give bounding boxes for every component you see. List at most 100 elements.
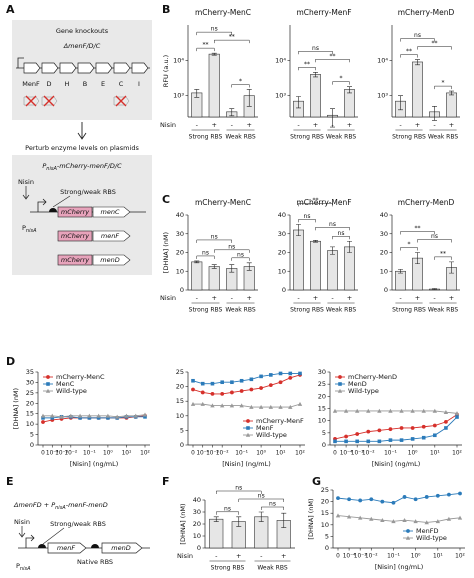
series-line [192,373,300,385]
y-tick-label: 10 [278,267,286,275]
significance-bracket [231,84,250,88]
y-tick-label: 25 [321,486,329,494]
error-bar [415,59,420,66]
x-tick-label: + [281,552,286,560]
y-tick-label: 10 [193,532,201,540]
rbs-label: Strong/weak RBS [60,188,116,196]
y-tick-label: 0 [384,286,388,294]
promoter-label: PnisA [16,562,31,572]
construct-sub: nisA [46,166,57,172]
significance-bracket [332,236,350,240]
data-point [239,378,244,383]
y-tick-label: 5 [322,429,326,437]
y-tick-label: 10 [176,267,184,275]
error-bar [398,95,403,111]
x-tick-label: - [297,121,300,129]
error-bar [258,511,264,522]
y-tick-label: 0 [197,544,201,552]
x-tick-label: - [196,121,199,129]
x-tick-label: 0 [336,554,340,560]
data-point [333,439,337,444]
x-tick-label: - [433,121,436,129]
significance-label: ns [258,493,265,500]
data-point [278,371,283,376]
data-point [435,493,440,498]
data-point [133,413,138,418]
data-point [354,408,360,413]
x-tick-label: 10⁻⁴ [46,450,59,457]
significance-bracket [298,67,316,71]
mcherry-box [57,254,93,266]
y-tick-label: 10 [318,417,326,425]
x-tick-label: 10⁻¹ [384,450,397,457]
significance-label: ** [330,53,336,60]
construct-label: PnisA-mCherry-menF/D/C [42,162,122,172]
data-point [278,404,283,409]
data-point [432,423,437,428]
inducer-label: Nisin [160,294,176,302]
y-tick-label: 20 [176,249,184,257]
error-bar [313,240,318,243]
error-bar [281,512,287,528]
legend-marker [338,375,342,379]
y-tick-label: 20 [318,392,326,400]
data-point [388,438,393,442]
y-tick-label: 15 [176,397,184,405]
x-tick-label: 10⁰ [411,553,421,560]
x-tick-label: + [415,294,420,302]
rbs [38,544,46,548]
x-tick-label: 10¹ [276,450,286,457]
legend-label: mCherry-MenF [256,417,304,425]
group-label: Strong RBS [392,307,426,314]
promoter-arrow [17,57,24,68]
data-point [458,491,462,496]
data-point [288,404,293,409]
gene-label: menC [101,208,120,216]
significance-bracket [196,31,232,36]
data-point [343,408,349,413]
y-tick-label: 35 [26,368,34,376]
data-point [40,413,46,418]
group-label: Strong RBS [189,134,223,141]
data-point [346,514,352,519]
x-tick-label: - [260,552,263,560]
data-point [377,428,382,433]
significance-bracket [400,38,435,42]
data-point [210,381,215,386]
x-tick-label: - [231,121,234,129]
error-bar [432,288,437,290]
gene-arrow [77,62,95,74]
x-tick-label: - [297,294,300,302]
significance-bracket [400,54,418,58]
y-tick-label: 40 [278,211,286,219]
x-tick-label: + [313,121,318,129]
significance-bracket [417,46,452,50]
significance-label: ** [440,250,446,257]
x-tick-label: - [399,294,402,302]
chart-title: mCherry-MenF [296,198,351,207]
group-label: Strong RBS [189,307,223,314]
significance-label: ns [414,32,421,39]
promoter-sub: nisA [20,566,31,572]
y-tick-label: 5 [325,532,329,540]
data-point [358,498,363,503]
legend-label: mCherry-MenD [348,373,397,381]
mcherry-label: mCherry [61,208,89,216]
data-point [288,375,293,380]
significance-label: * [239,78,242,85]
significance-bracket [315,59,350,63]
data-point [413,519,418,524]
inducer-label: Nisin [177,552,193,560]
significance-label: ns [338,230,345,237]
x-tick-label: - [231,294,234,302]
group-label: Weak RBS [326,307,357,314]
data-point [457,515,463,520]
significance-label: * [408,241,411,248]
y-tick-label: 25 [318,380,326,388]
significance-label: ns [312,45,319,52]
y-tick-label: 15 [321,509,329,517]
error-bar [449,90,454,96]
data-point [455,415,459,419]
data-point [446,516,452,521]
data-point [239,403,244,408]
